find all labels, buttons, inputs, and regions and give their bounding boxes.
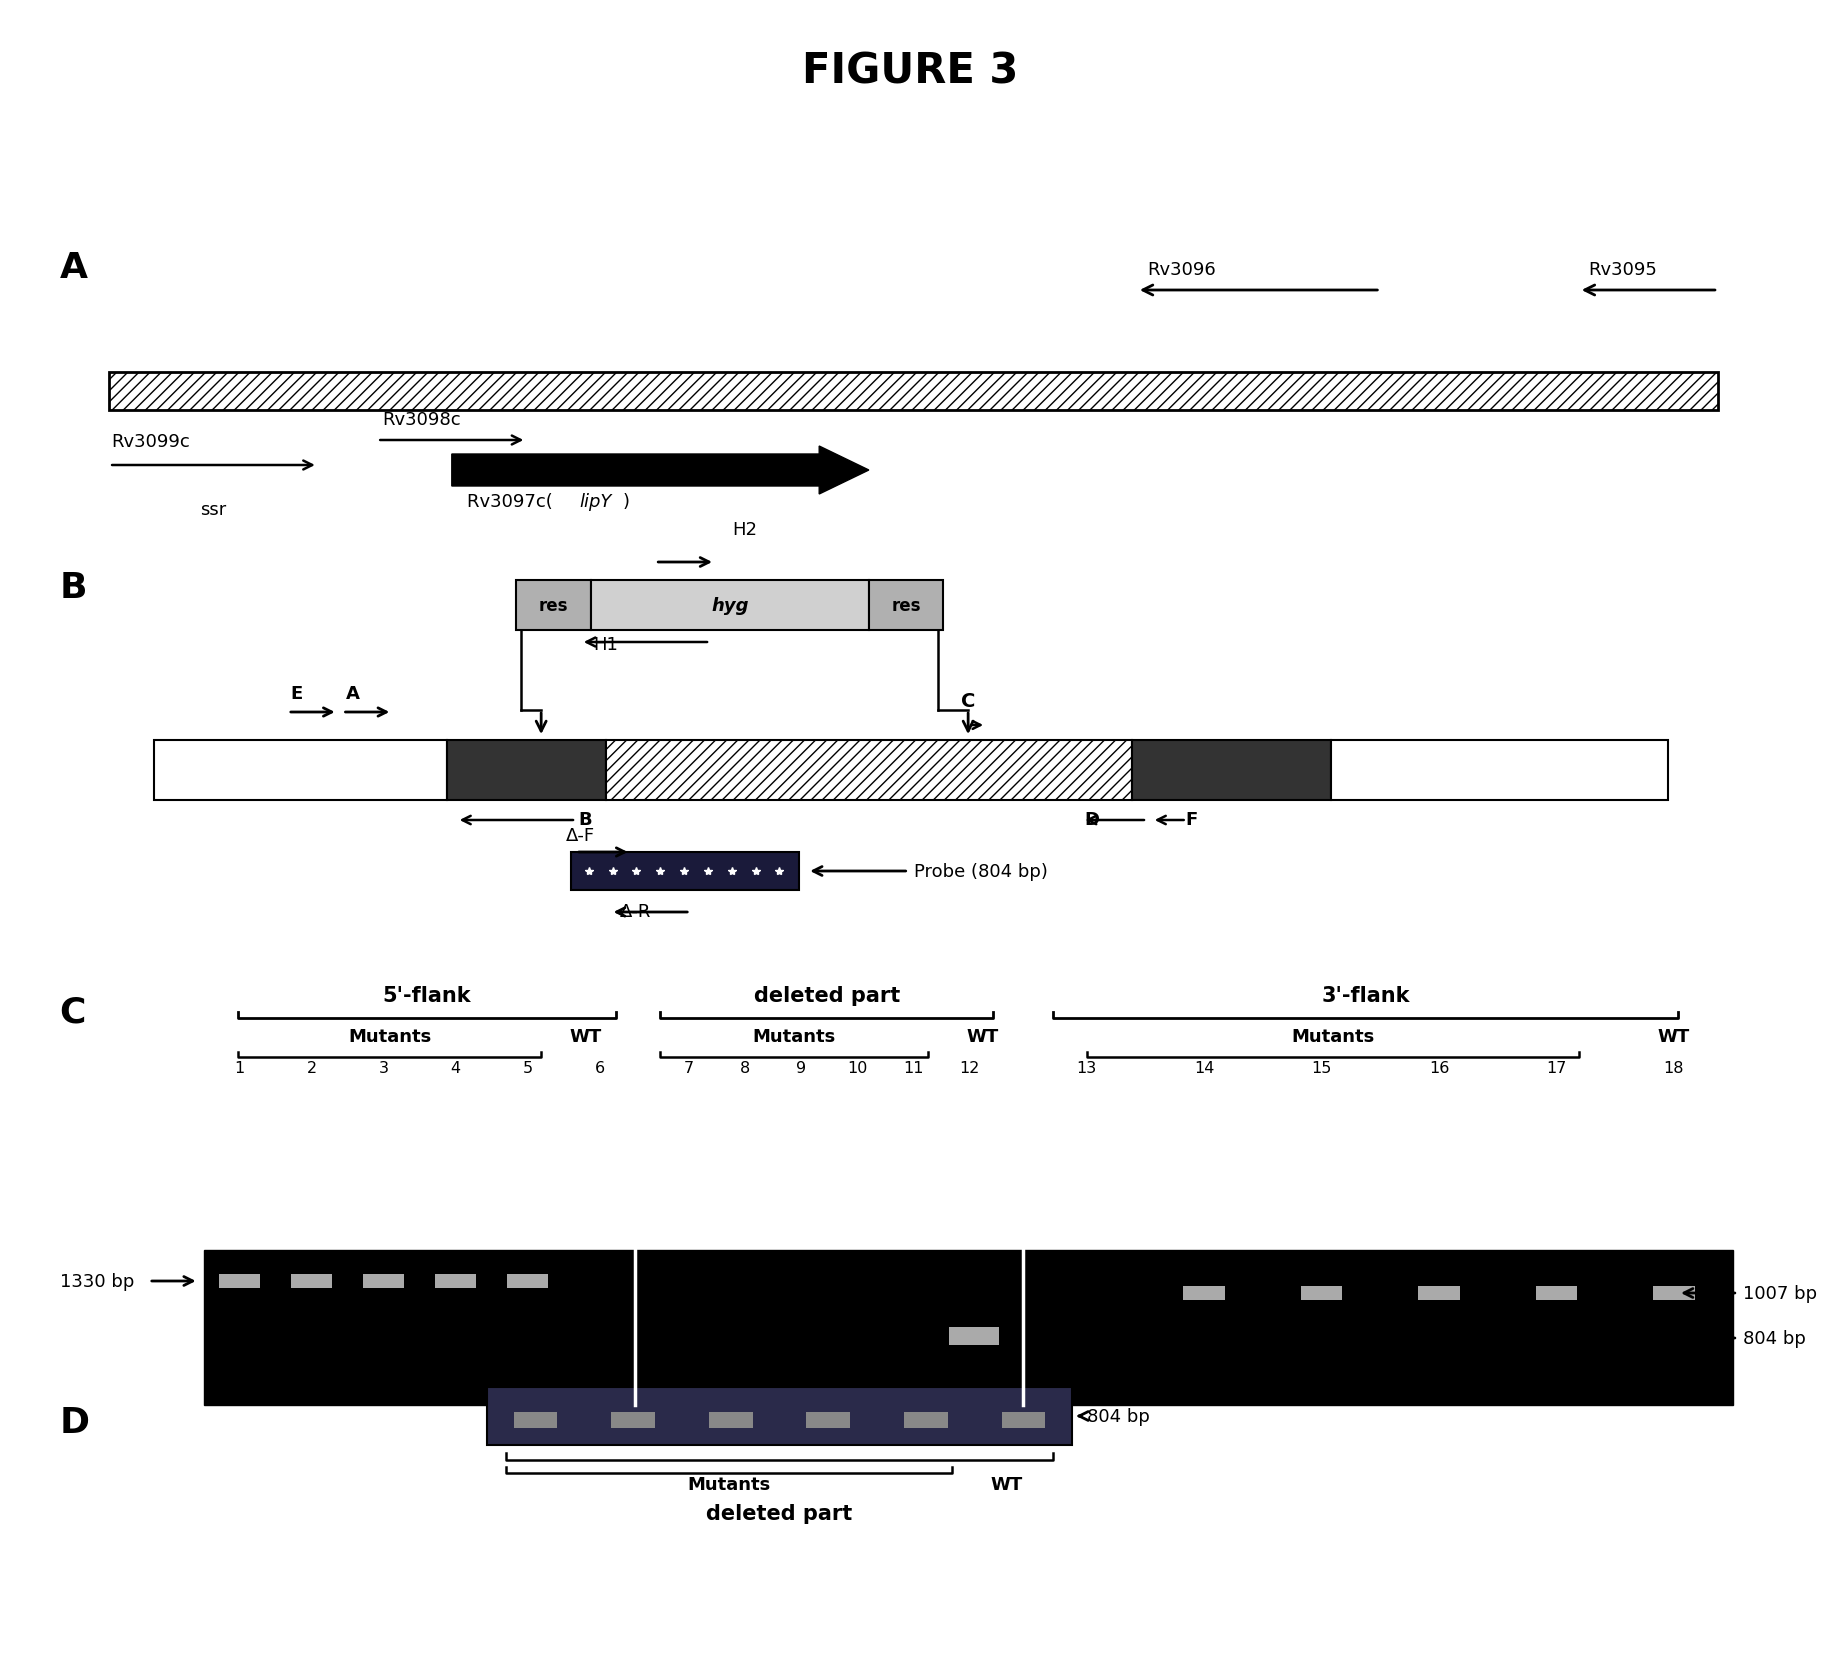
Text: 15: 15 <box>1311 1060 1331 1075</box>
Text: Mutants: Mutants <box>1291 1028 1376 1045</box>
Text: 7: 7 <box>684 1060 693 1075</box>
Text: C: C <box>59 996 86 1030</box>
Text: 17: 17 <box>1546 1060 1566 1075</box>
Text: D: D <box>59 1404 90 1440</box>
Text: 4: 4 <box>451 1060 460 1075</box>
Text: ssr: ssr <box>200 501 227 519</box>
Text: WT: WT <box>1658 1028 1689 1045</box>
Text: A: A <box>59 250 88 286</box>
Text: Δ-R: Δ-R <box>620 902 651 921</box>
Text: 8: 8 <box>739 1060 750 1075</box>
Bar <box>506 1273 548 1289</box>
Text: A: A <box>345 684 359 702</box>
Text: F: F <box>1185 810 1198 828</box>
Text: Rv3095: Rv3095 <box>1588 260 1658 279</box>
Bar <box>611 1411 655 1428</box>
Text: 5'-flank: 5'-flank <box>383 986 471 1005</box>
Text: 1007 bp: 1007 bp <box>1742 1284 1817 1302</box>
Bar <box>1331 741 1669 801</box>
Bar <box>1418 1287 1460 1300</box>
Text: WT: WT <box>990 1475 1023 1494</box>
Bar <box>1652 1287 1695 1300</box>
Bar <box>435 1273 477 1289</box>
Text: 804 bp: 804 bp <box>1088 1408 1150 1425</box>
Text: H2: H2 <box>732 521 757 539</box>
Bar <box>591 581 869 630</box>
Bar <box>708 1411 752 1428</box>
Text: 3'-flank: 3'-flank <box>1320 986 1410 1005</box>
Text: C: C <box>961 692 976 711</box>
Text: Δ-F: Δ-F <box>567 827 594 845</box>
Bar <box>1535 1287 1577 1300</box>
Bar <box>904 1411 948 1428</box>
Text: Mutants: Mutants <box>348 1028 431 1045</box>
Text: deleted part: deleted part <box>754 986 900 1005</box>
Text: 1330 bp: 1330 bp <box>59 1272 134 1290</box>
Bar <box>1183 1287 1225 1300</box>
Text: Rv3096: Rv3096 <box>1146 260 1216 279</box>
Bar <box>447 741 605 801</box>
Text: res: res <box>539 596 569 615</box>
Bar <box>204 1250 1733 1404</box>
FancyArrow shape <box>451 447 869 494</box>
Text: Probe (804 bp): Probe (804 bp) <box>913 862 1047 880</box>
Bar <box>486 1388 1073 1445</box>
Text: D: D <box>1084 810 1100 828</box>
Text: lipY: lipY <box>580 492 611 511</box>
Bar <box>110 373 1718 410</box>
Text: 5: 5 <box>523 1060 532 1075</box>
Text: ): ) <box>622 492 629 511</box>
Bar <box>807 1411 851 1428</box>
Text: 18: 18 <box>1663 1060 1684 1075</box>
Text: 3: 3 <box>378 1060 389 1075</box>
Bar <box>292 1273 332 1289</box>
Text: 12: 12 <box>959 1060 979 1075</box>
Text: FIGURE 3: FIGURE 3 <box>801 50 1018 92</box>
Text: Rv3097c(: Rv3097c( <box>466 492 558 511</box>
Text: deleted part: deleted part <box>706 1504 853 1524</box>
Bar <box>1132 741 1331 801</box>
Text: H1: H1 <box>592 635 618 654</box>
Text: Mutants: Mutants <box>688 1475 770 1494</box>
Text: 2: 2 <box>306 1060 317 1075</box>
Bar <box>605 741 1132 801</box>
Bar <box>869 581 943 630</box>
Text: WT: WT <box>967 1028 1000 1045</box>
Text: B: B <box>578 810 592 828</box>
Text: Mutants: Mutants <box>752 1028 836 1045</box>
Text: B: B <box>59 571 86 605</box>
Text: 10: 10 <box>847 1060 867 1075</box>
Text: WT: WT <box>570 1028 602 1045</box>
Text: res: res <box>891 596 921 615</box>
Bar <box>1300 1287 1342 1300</box>
Text: Rv3099c: Rv3099c <box>112 433 191 450</box>
Text: 14: 14 <box>1194 1060 1214 1075</box>
Bar <box>154 741 447 801</box>
Text: 16: 16 <box>1429 1060 1449 1075</box>
Text: 804 bp: 804 bp <box>1742 1329 1805 1347</box>
Text: 11: 11 <box>904 1060 924 1075</box>
Text: 9: 9 <box>796 1060 807 1075</box>
Text: E: E <box>290 684 303 702</box>
Bar <box>363 1273 403 1289</box>
Bar <box>570 852 800 890</box>
Bar <box>1001 1411 1045 1428</box>
Bar <box>948 1327 998 1346</box>
Bar <box>517 581 591 630</box>
Text: 6: 6 <box>594 1060 605 1075</box>
Bar <box>514 1411 558 1428</box>
Text: Rv3098c: Rv3098c <box>381 410 460 428</box>
Bar <box>218 1273 260 1289</box>
Text: 13: 13 <box>1077 1060 1097 1075</box>
Text: 1: 1 <box>235 1060 244 1075</box>
Text: hyg: hyg <box>712 596 748 615</box>
